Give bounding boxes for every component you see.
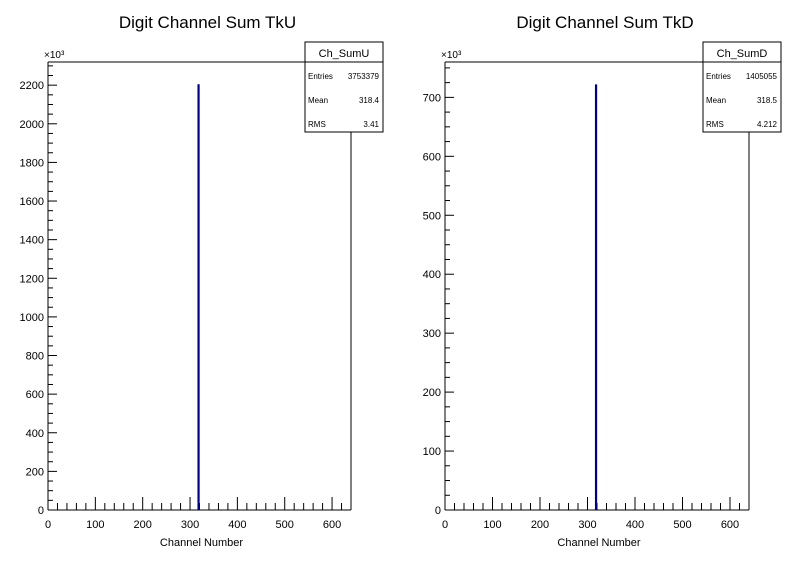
stats-row-label: Mean [308, 96, 328, 105]
stats-box: Ch_SumD Entries 1405055 Mean 318.5 RMS 4.212 [702, 41, 782, 133]
y-tick-label: 500 [423, 210, 441, 222]
stats-row-label: Entries [308, 72, 333, 81]
x-tick-label: 400 [626, 519, 644, 531]
stats-row-value: 1405055 [746, 72, 778, 81]
y-tick-label: 1600 [20, 196, 44, 208]
y-tick-label: 400 [26, 428, 44, 440]
stats-row-label: RMS [308, 120, 326, 129]
y-tick-label: 1000 [20, 312, 44, 324]
stats-box-frame [304, 41, 384, 133]
stats-box-name: Ch_SumU [319, 48, 370, 60]
stats-row-value: 3753379 [348, 72, 380, 81]
stats-row-value: 3.41 [363, 120, 379, 129]
stats-row-label: Mean [706, 96, 726, 105]
x-tick-label: 300 [578, 519, 596, 531]
y-tick-label: 700 [423, 92, 441, 104]
x-tick-label: 0 [45, 519, 51, 531]
x-tick-label: 300 [181, 519, 199, 531]
y-tick-label: 800 [26, 351, 44, 363]
stats-row-value: 318.5 [757, 96, 778, 105]
x-tick-label: 400 [228, 519, 246, 531]
y-tick-label: 400 [423, 269, 441, 281]
y-tick-label: 300 [423, 328, 441, 340]
chart-title: Digit Channel Sum TkU [119, 13, 296, 32]
stats-box-frame [702, 41, 782, 133]
left-histogram-panel: Digit Channel Sum TkU 0 200 400 600 800 1000 12… [20, 13, 384, 549]
y-tick-label: 600 [423, 151, 441, 163]
y-tick-label: 600 [26, 389, 44, 401]
x-tick-label: 500 [673, 519, 691, 531]
x-axis-title: Channel Number [160, 537, 243, 549]
stats-row-label: RMS [706, 120, 724, 129]
y-tick-label: 100 [423, 446, 441, 458]
y-tick-label: 200 [26, 466, 44, 478]
x-tick-label: 600 [323, 519, 341, 531]
stats-box-name: Ch_SumD [717, 48, 768, 60]
y-multiplier-label: ×10³ [441, 50, 462, 61]
y-tick-label: 1400 [20, 235, 44, 247]
x-axis-title: Channel Number [557, 537, 640, 549]
x-tick-label: 100 [483, 519, 501, 531]
x-tick-label: 200 [134, 519, 152, 531]
stats-row-value: 4.212 [757, 120, 778, 129]
y-tick-label: 2200 [20, 80, 44, 92]
y-tick-label: 1200 [20, 273, 44, 285]
stats-row-label: Entries [706, 72, 731, 81]
x-tick-label: 0 [442, 519, 448, 531]
x-tick-label: 500 [276, 519, 294, 531]
x-tick-label: 100 [86, 519, 104, 531]
y-tick-label: 0 [435, 505, 441, 517]
y-tick-label: 1800 [20, 157, 44, 169]
x-tick-label: 200 [531, 519, 549, 531]
right-histogram-panel: Digit Channel Sum TkD 0 100 200 300 400 500 600… [398, 0, 796, 572]
y-tick-label: 2000 [20, 119, 44, 131]
y-tick-label: 0 [38, 505, 44, 517]
histogram-chart-tku: Digit Channel Sum TkU0200400600800100012… [20, 13, 384, 549]
x-tick-label: 600 [721, 519, 739, 531]
stats-box: Ch_SumU Entries 3753379 Mean 318.4 RMS 3.41 [304, 41, 384, 133]
stats-row-value: 318.4 [359, 96, 380, 105]
histogram-chart-tkd: Digit Channel Sum TkD 0 100 200 300 400 500 600… [423, 13, 782, 549]
y-tick-label: 200 [423, 387, 441, 399]
chart-title: Digit Channel Sum TkD [516, 13, 693, 32]
y-multiplier-label: ×10³ [44, 50, 65, 61]
